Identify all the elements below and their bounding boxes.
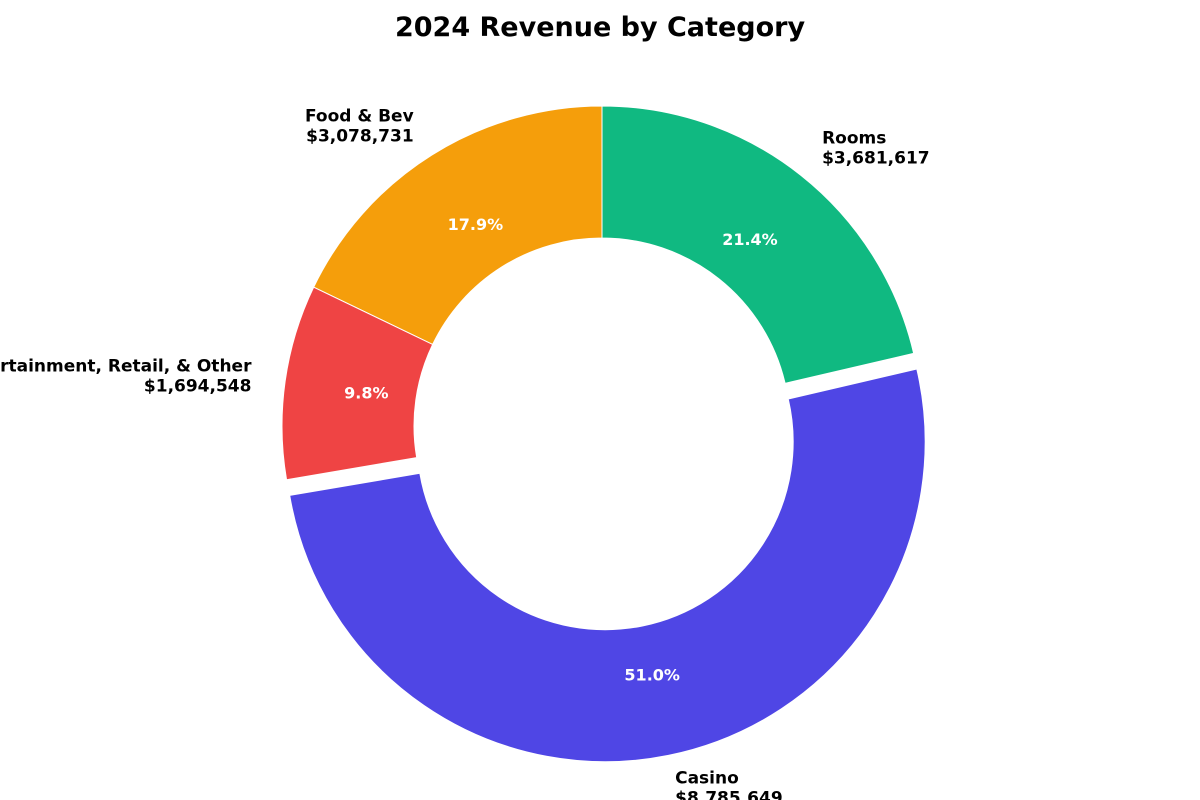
value-label-rooms: $3,681,617 — [822, 149, 930, 169]
slice-casino — [289, 368, 926, 763]
chart-title: 2024 Revenue by Category — [394, 12, 806, 43]
percent-label-food-bev: 17.9% — [448, 215, 504, 234]
slices-layer — [281, 105, 926, 763]
category-label-rooms: Rooms — [822, 129, 886, 149]
percent-label-casino: 51.0% — [624, 665, 680, 684]
category-label-food-bev: Food & Bev — [305, 106, 414, 126]
value-label-entertainment-retail-other: $1,694,548 — [144, 377, 252, 397]
labels-layer: 17.9% Food & Bev$3,078,731 9.8% Entertainme… — [0, 106, 930, 800]
value-label-food-bev: $3,078,731 — [306, 126, 414, 146]
value-label-casino: $8,785,649 — [675, 789, 783, 800]
category-label-entertainment-retail-other: Entertainment, Retail, & Other — [0, 357, 252, 377]
category-label-casino: Casino — [675, 769, 739, 789]
slice-rooms — [601, 105, 915, 384]
slice-entertainment-retail-other — [281, 286, 434, 481]
percent-label-rooms: 21.4% — [722, 230, 778, 249]
slice-food-bev — [313, 105, 603, 346]
percent-label-entertainment-retail-other: 9.8% — [344, 383, 388, 402]
